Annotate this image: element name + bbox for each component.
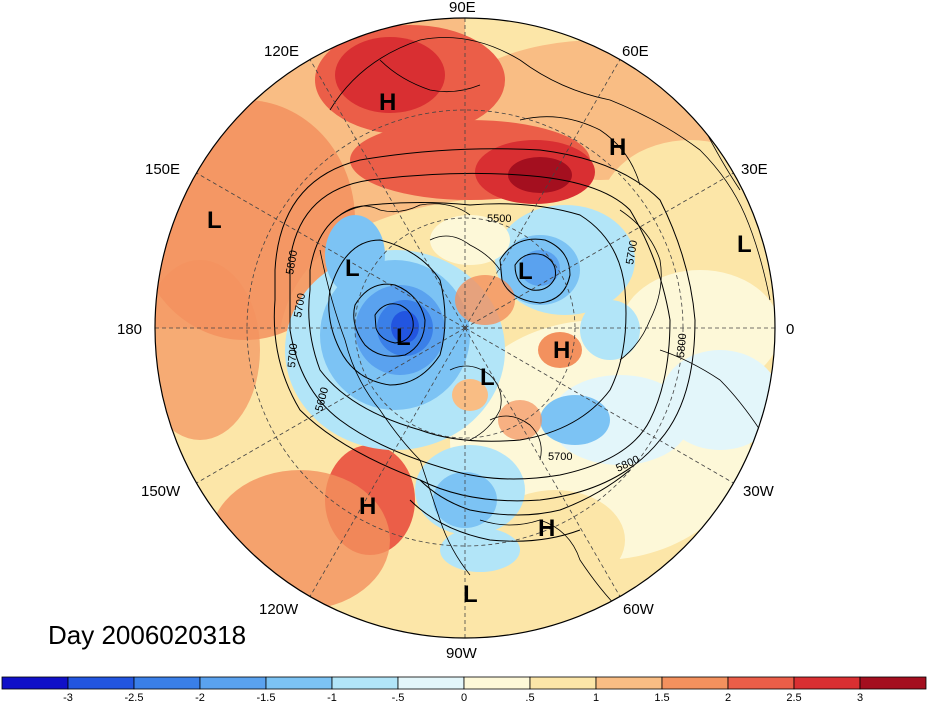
high-center-marker: H bbox=[359, 493, 376, 520]
colorbar-tick-label: 0 bbox=[461, 692, 467, 702]
lon-label-120e: 120E bbox=[264, 43, 299, 60]
lon-label-60w: 60W bbox=[623, 601, 655, 618]
colorbar-swatch bbox=[859, 676, 927, 690]
colorbar-tick-label: 2 bbox=[725, 692, 731, 702]
low-center-marker: L bbox=[396, 324, 411, 351]
high-center-marker: H bbox=[379, 89, 396, 116]
high-center-marker: H bbox=[553, 337, 570, 364]
contour-labels: 5500 5700 5800 5700 5600 5700 5700 5800 … bbox=[284, 213, 689, 475]
colorbar-swatch bbox=[661, 676, 729, 690]
colorbar: -3 -2.5 -2 -1.5 -1 -.5 0 .5 1 1.5 2 2.5 3 bbox=[1, 676, 927, 702]
lon-label-90e: 90E bbox=[449, 0, 476, 16]
pressure-centers: H H L L L L L H H H L L bbox=[207, 89, 752, 608]
colorbar-swatch bbox=[331, 676, 399, 690]
colorbar-swatch bbox=[67, 676, 135, 690]
map-boundary bbox=[154, 17, 776, 639]
low-center-marker: L bbox=[463, 581, 478, 608]
colorbar-tick-label: 1.5 bbox=[654, 692, 669, 702]
colorbar-tick-label: 3 bbox=[857, 692, 863, 702]
longitude-labels: 90E 60E 30E 0 30W 60W 90W 120W 150W 180 … bbox=[117, 0, 794, 662]
colorbar-swatch bbox=[727, 676, 795, 690]
colorbar-tick-label: -2.5 bbox=[125, 692, 144, 702]
colorbar-tick-label: 2.5 bbox=[786, 692, 801, 702]
lon-label-150e: 150E bbox=[145, 161, 180, 178]
colorbar-tick-label: -2 bbox=[195, 692, 205, 702]
colorbar-tick-label: -1 bbox=[327, 692, 337, 702]
colorbar-swatch bbox=[463, 676, 531, 690]
low-center-marker: L bbox=[518, 258, 533, 285]
lon-label-90w: 90W bbox=[446, 645, 478, 662]
height-contours bbox=[273, 148, 696, 542]
high-center-marker: H bbox=[538, 515, 555, 542]
graticule bbox=[155, 18, 775, 638]
high-center-marker: H bbox=[609, 134, 626, 161]
coastlines bbox=[319, 37, 771, 611]
colorbar-swatch bbox=[595, 676, 663, 690]
colorbar-swatch bbox=[397, 676, 465, 690]
contour-label: 5700 bbox=[286, 343, 300, 368]
lon-label-60e: 60E bbox=[622, 43, 649, 60]
low-center-marker: L bbox=[345, 255, 360, 282]
colorbar-swatch bbox=[793, 676, 861, 690]
contour-label: 5700 bbox=[548, 451, 572, 463]
contour-label: 5500 bbox=[487, 213, 511, 225]
colorbar-boxes bbox=[1, 676, 927, 690]
lon-label-120w: 120W bbox=[259, 601, 299, 618]
colorbar-swatch bbox=[199, 676, 267, 690]
colorbar-tick-labels: -3 -2.5 -2 -1.5 -1 -.5 0 .5 1 1.5 2 2.5 3 bbox=[63, 692, 863, 702]
colorbar-tick-label: -1.5 bbox=[257, 692, 276, 702]
contour-label: 5700 bbox=[292, 292, 308, 318]
lon-label-30w: 30W bbox=[743, 483, 775, 500]
anomaly-field bbox=[155, 18, 775, 638]
contour-label: 5800 bbox=[675, 333, 689, 358]
colorbar-tick-label: .5 bbox=[525, 692, 534, 702]
lon-label-0: 0 bbox=[786, 321, 794, 338]
colorbar-swatch bbox=[265, 676, 333, 690]
lon-label-30e: 30E bbox=[741, 161, 768, 178]
colorbar-tick-label: -.5 bbox=[392, 692, 405, 702]
low-center-marker: L bbox=[207, 207, 222, 234]
lon-label-180: 180 bbox=[117, 321, 142, 338]
colorbar-swatch bbox=[529, 676, 597, 690]
colorbar-tick-label: 1 bbox=[593, 692, 599, 702]
map-title: Day 2006020318 bbox=[48, 620, 247, 650]
lon-label-150w: 150W bbox=[141, 483, 181, 500]
colorbar-swatch bbox=[133, 676, 201, 690]
contour-label: 5700 bbox=[624, 239, 640, 265]
contour-label: 5800 bbox=[284, 249, 300, 275]
low-center-marker: L bbox=[480, 364, 495, 391]
colorbar-swatch bbox=[1, 676, 69, 690]
colorbar-tick-label: -3 bbox=[63, 692, 73, 702]
low-center-marker: L bbox=[737, 231, 752, 258]
